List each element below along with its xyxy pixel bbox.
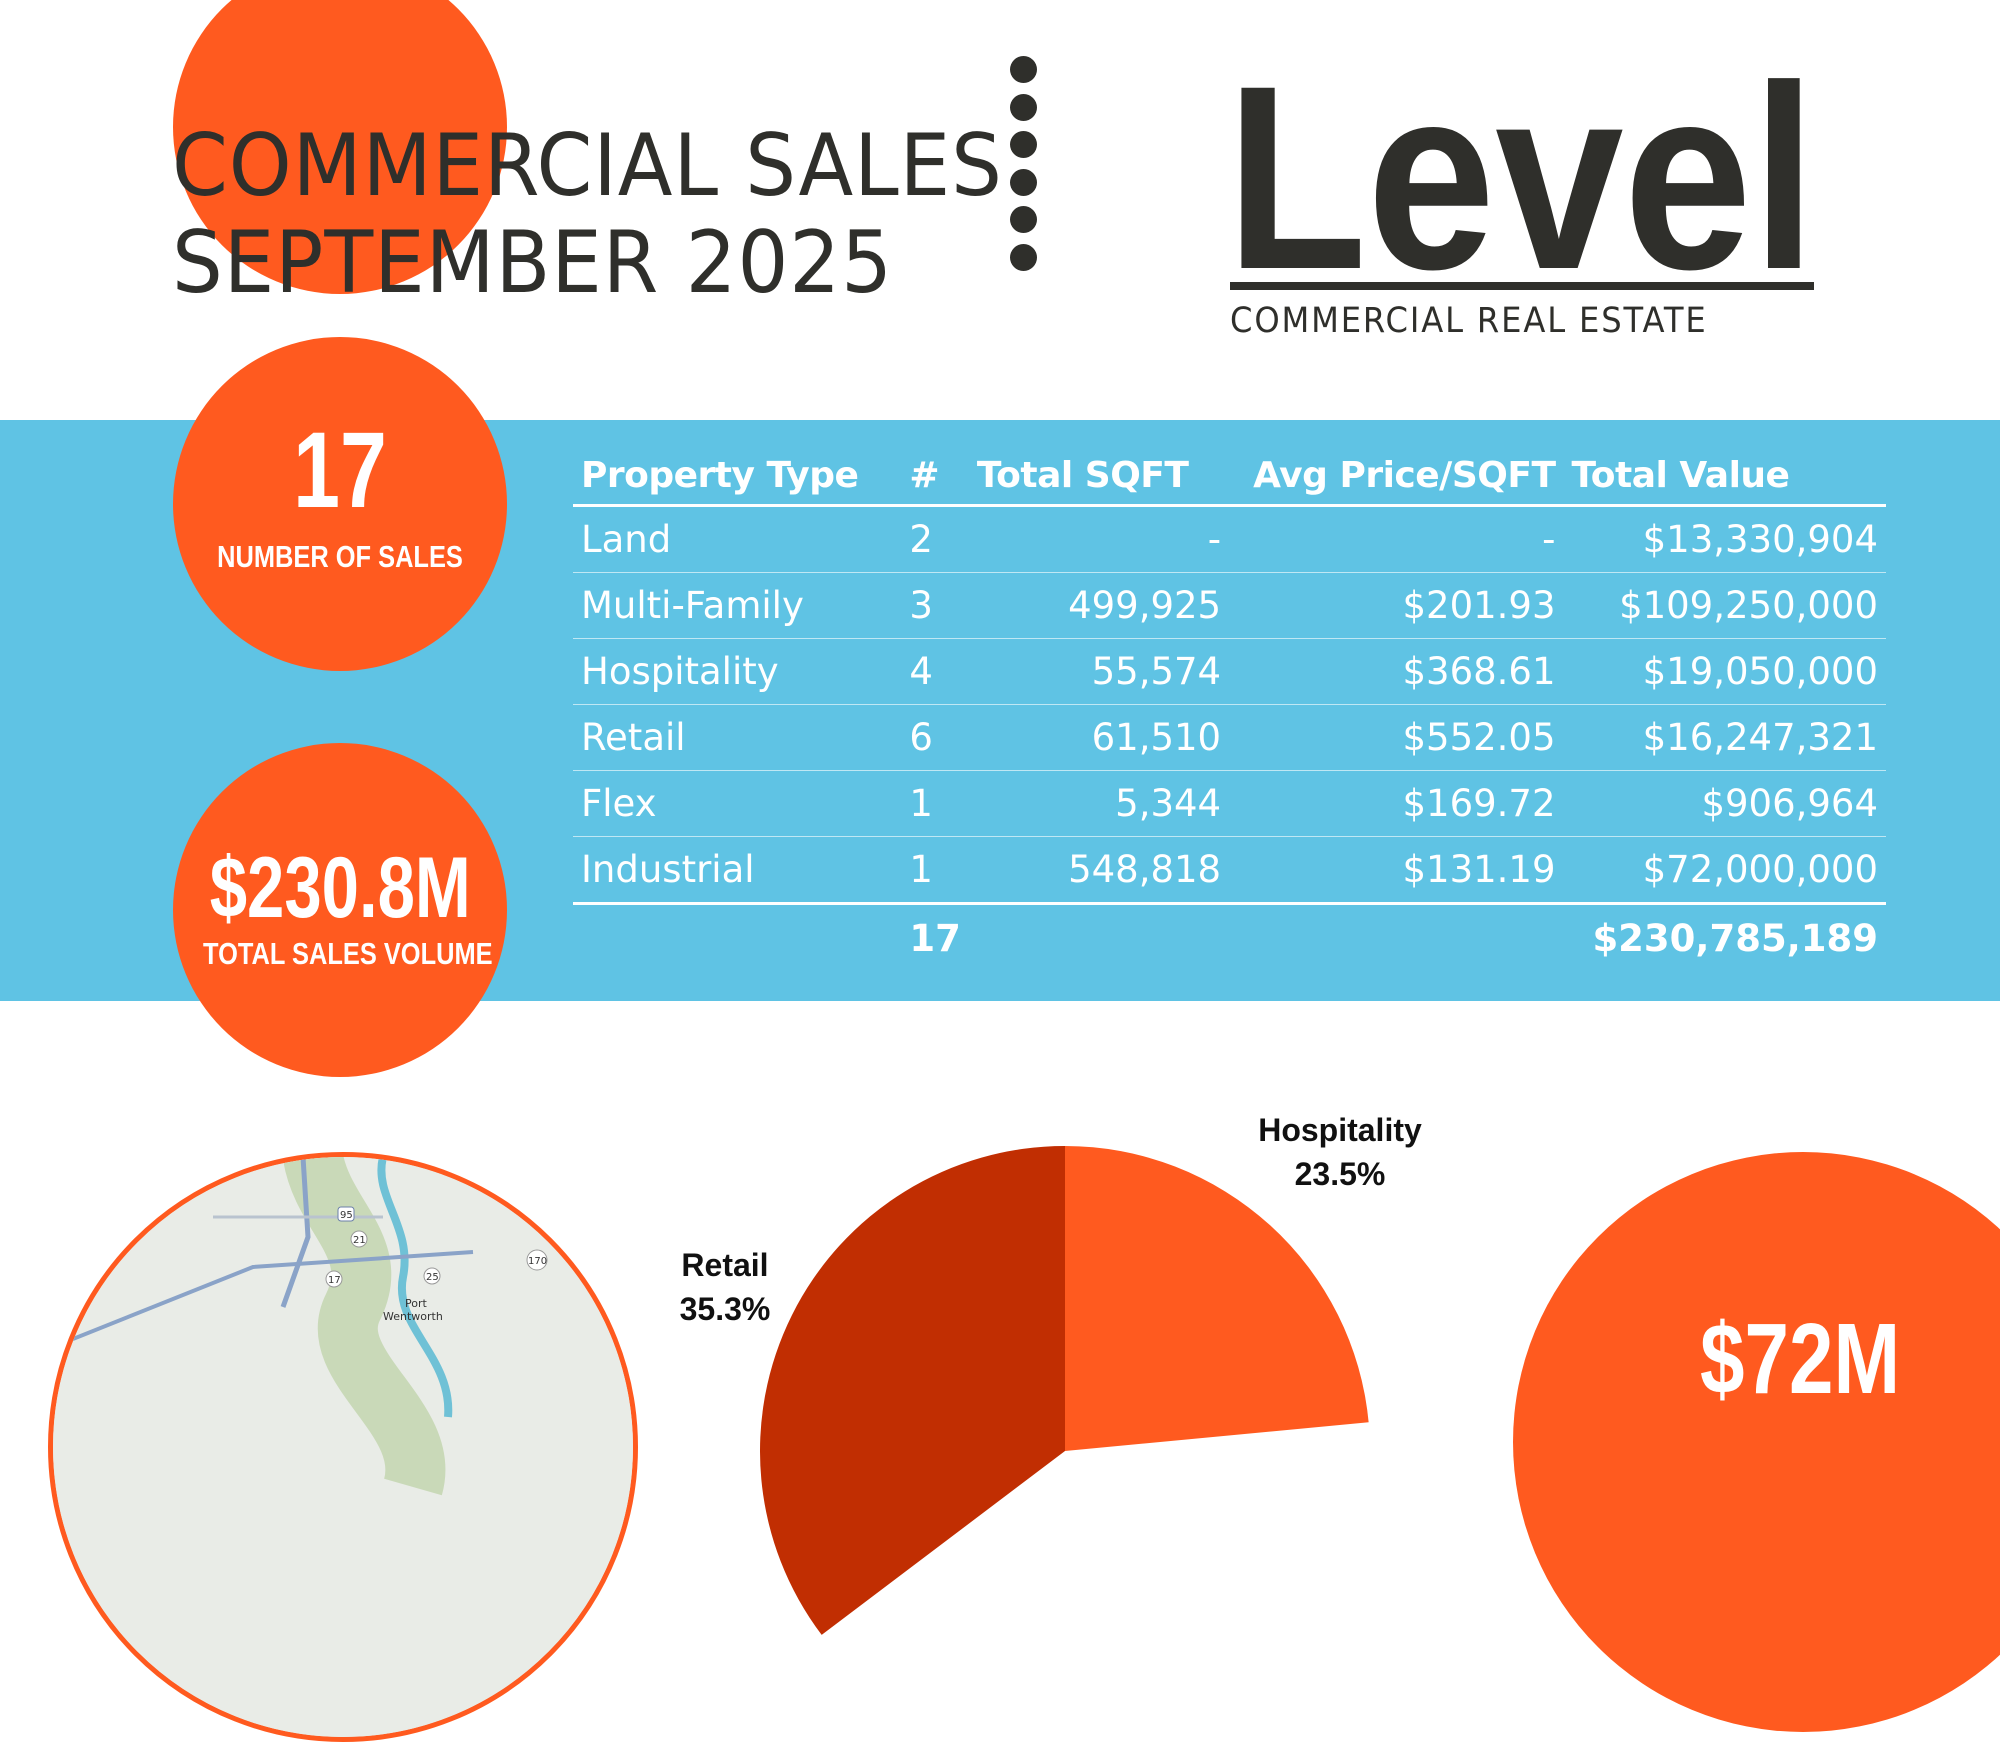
map-label: 95 [340,1210,353,1221]
map-label: Port [405,1297,427,1310]
cell-value: $13,330,904 [1563,505,1886,573]
divider-dot [1010,243,1037,271]
cell-type: Flex [573,770,902,837]
table-row: Hospitality 4 55,574 $368.61 $19,050,000 [573,638,1886,705]
map-shield [350,1230,368,1248]
cell-value: $72,000,000 [1563,836,1886,905]
header-total-sqft: Total SQFT [968,446,1230,507]
cell-avg: $552.05 [1229,704,1564,771]
table-row: Land 2 - - $13,330,904 [573,505,1886,573]
cell-avg: $368.61 [1229,638,1564,705]
logo-tagline: COMMERCIAL REAL ESTATE [1230,301,1708,341]
pie-label-hospitality-name: Hospitality [1258,1112,1422,1148]
cell-sqft: 548,818 [968,836,1230,905]
map-shield [526,1249,548,1271]
map-highway [280,1157,311,1308]
sales-map: 95 21 17 25 170 Port Wentworth [48,1152,638,1742]
totals-value: $230,785,189 [1592,916,1878,960]
cell-type: Land [573,505,902,573]
cell-type: Multi-Family [573,572,902,639]
total-sales-volume-badge: $230.8M TOTAL SALES VOLUME [173,743,507,1077]
cell-value: $19,050,000 [1563,638,1886,705]
cell-value: $16,247,321 [1563,704,1886,771]
sales-table: Property Type # Total SQFT Avg Price/SQF… [573,446,1886,971]
logo-rule [1230,282,1814,290]
cell-value: $109,250,000 [1563,572,1886,639]
cell-avg: $131.19 [1229,836,1564,905]
pie-label-hospitality: Hospitality 23.5% [1240,1108,1440,1196]
map-shield [337,1206,355,1222]
cell-type: Retail [573,704,902,771]
totals-spacer [1229,904,1563,972]
cell-count: 6 [901,704,969,771]
cell-sqft: 499,925 [968,572,1230,639]
pie-slice-retail [760,1146,1065,1635]
pie-label-retail-name: Retail [681,1247,769,1283]
totals-count: 17 [909,916,961,960]
cell-count: 4 [901,638,969,705]
divider-dot [1010,56,1037,83]
level-logo-wordmark: Level [1226,62,1816,278]
cell-value: $906,964 [1563,770,1886,837]
table-row: Flex 1 5,344 $169.72 $906,964 [573,770,1886,837]
map-label: 17 [328,1275,341,1286]
divider-dot [1010,93,1037,121]
table-header-row: Property Type # Total SQFT Avg Price/SQF… [573,446,1886,507]
cell-count: 1 [901,836,969,905]
number-of-sales-value: 17 [293,409,387,530]
cell-count: 3 [901,572,969,639]
decorative-orange-circle [173,0,507,294]
cell-count: 2 [901,505,969,573]
highlight-value: $72M [1700,1303,1901,1415]
pie-label-hospitality-percent: 23.5% [1294,1156,1386,1192]
cell-avg: $169.72 [1229,770,1564,837]
divider-dot [1010,131,1037,158]
totals-spacer [969,904,1229,972]
dot-divider [1010,56,1038,281]
map-label: 170 [528,1256,547,1267]
header-property-type: Property Type [573,446,902,507]
header-total-value: Total Value [1563,446,1886,507]
map-road [53,1250,474,1349]
total-sales-volume-label: TOTAL SALES VOLUME [203,936,493,971]
map-label: 21 [353,1235,366,1246]
cell-avg: $201.93 [1229,572,1564,639]
page-title: COMMERCIAL SALES SEPTEMBER 2025 [172,118,1003,312]
property-type-pie-chart [760,1146,1369,1635]
map-shield [325,1270,343,1288]
totals-spacer [573,904,901,972]
divider-dot [1010,168,1037,196]
total-sales-volume-value: $230.8M [209,840,471,936]
page-title-line-1: COMMERCIAL SALES [172,116,1003,216]
number-of-sales-label: NUMBER OF SALES [217,539,463,574]
table-row: Multi-Family 3 499,925 $201.93 $109,250,… [573,572,1886,639]
map-shield [423,1267,441,1285]
map-label: 25 [426,1272,439,1283]
logo-word-text: Level [1226,62,1816,278]
cell-avg: - [1229,505,1564,573]
cell-type: Hospitality [573,638,902,705]
table-totals-row: 17 $230,785,189 [573,904,1886,972]
number-of-sales-badge: 17 NUMBER OF SALES [173,337,507,671]
highlight-circle [1513,1152,2000,1732]
table-row: Retail 6 61,510 $552.05 $16,247,321 [573,704,1886,771]
cell-sqft: 55,574 [968,638,1230,705]
header-count: # [901,446,969,507]
pie-label-retail: Retail 35.3% [640,1243,810,1331]
cell-sqft: 61,510 [968,704,1230,771]
table-row: Industrial 1 548,818 $131.19 $72,000,000 [573,836,1886,905]
header-avg-price-sqft: Avg Price/SQFT [1229,446,1564,507]
cell-type: Industrial [573,836,902,905]
map-label: Wentworth [383,1310,443,1323]
divider-dot [1010,206,1037,233]
map-graphic: 95 21 17 25 170 Port Wentworth [53,1157,633,1737]
cell-count: 1 [901,770,969,837]
cell-sqft: 5,344 [968,770,1230,837]
pie-label-retail-percent: 35.3% [679,1291,771,1327]
cell-sqft: - [968,505,1230,573]
page-title-line-2: SEPTEMBER 2025 [172,213,893,313]
